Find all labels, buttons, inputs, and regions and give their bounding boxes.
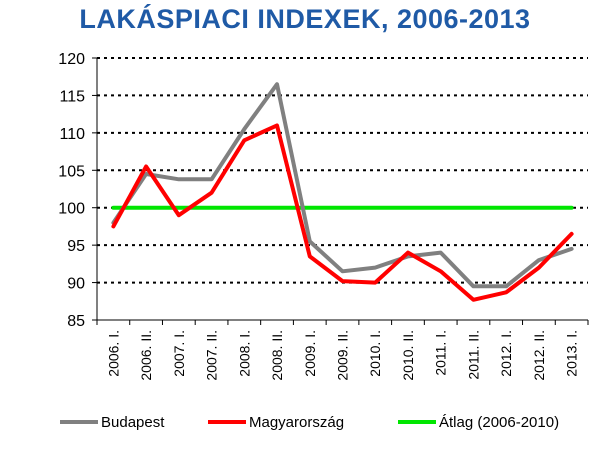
y-tick-label-85: 85 — [67, 313, 85, 330]
y-tick-label-115: 115 — [59, 88, 85, 105]
x-tick-label: 2013. I. — [564, 330, 580, 377]
y-tick-label-90: 90 — [67, 276, 85, 293]
x-tick-labels: 2006. I. 2006. II. 2007. I. 2007. II. 2008. … — [105, 330, 579, 381]
x-tick-label: 2012. I. — [498, 330, 514, 377]
x-tick-label: 2008. I. — [236, 330, 252, 377]
series-lines — [111, 82, 574, 302]
x-tick-label: 2010. II. — [400, 330, 416, 381]
x-tick-label: 2007. II. — [204, 330, 220, 381]
x-tick-label: 2006. I. — [105, 330, 121, 377]
x-tick-label: 2007. I. — [171, 330, 187, 377]
x-tick-label: 2009. II. — [335, 330, 351, 381]
legend-label-1: Magyarország — [249, 414, 344, 431]
legend-label-2: Átlag (2006-2010) — [439, 414, 559, 431]
x-tick-label: 2011. I. — [433, 330, 449, 376]
series-line-1 — [111, 123, 574, 302]
y-tick-label-110: 110 — [59, 126, 85, 143]
axes — [92, 57, 589, 325]
y-tick-label-105: 105 — [58, 163, 85, 180]
x-tick-label: 2008. II. — [269, 330, 285, 381]
x-tick-label: 2009. I. — [302, 330, 318, 377]
legend: Budapest Magyarország Átlag (2006-2010) — [60, 414, 559, 431]
series-line-0 — [111, 82, 574, 289]
legend-label-0: Budapest — [101, 414, 165, 431]
y-tick-labels: 85 90 95 100 105 110 115 120 — [58, 51, 85, 330]
x-tick-label: 2011. II. — [465, 330, 481, 380]
y-tick-label-100: 100 — [58, 201, 85, 218]
x-tick-label: 2012. II. — [531, 330, 547, 381]
y-tick-label-120: 120 — [58, 51, 85, 68]
x-tick-label: 2010. I. — [367, 330, 383, 377]
x-tick-label: 2006. II. — [138, 330, 154, 381]
grid-lines — [97, 57, 588, 284]
chart-title: LAKÁSPIACI INDEXEK, 2006-2013 — [79, 4, 531, 34]
y-tick-label-95: 95 — [67, 238, 85, 255]
